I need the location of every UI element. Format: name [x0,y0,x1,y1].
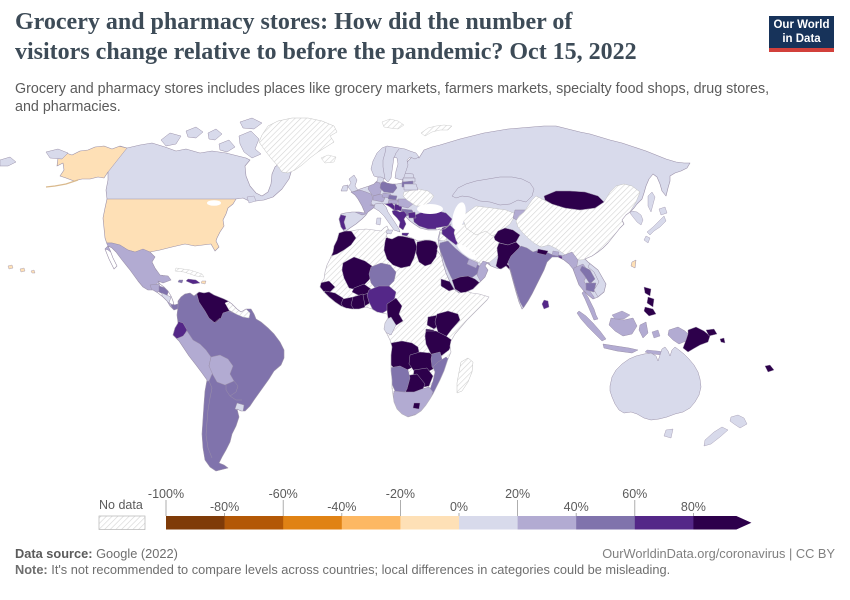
svg-text:80%: 80% [681,500,706,514]
svg-text:60%: 60% [622,487,647,501]
svg-text:-20%: -20% [386,487,415,501]
svg-text:40%: 40% [564,500,589,514]
svg-text:-60%: -60% [269,487,298,501]
svg-text:20%: 20% [505,487,530,501]
svg-text:-80%: -80% [210,500,239,514]
svg-text:-100%: -100% [148,487,184,501]
svg-text:0%: 0% [450,500,468,514]
svg-text:-40%: -40% [327,500,356,514]
svg-text:No data: No data [99,498,143,512]
